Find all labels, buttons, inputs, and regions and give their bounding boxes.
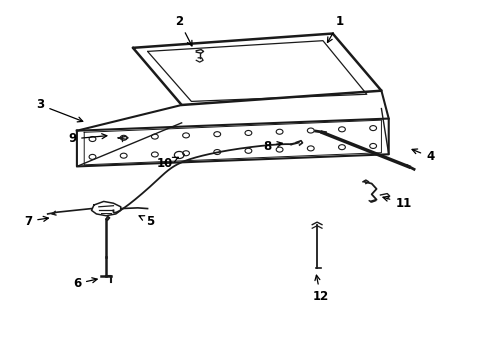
Text: 8: 8 xyxy=(263,140,282,153)
Text: 2: 2 xyxy=(175,14,192,46)
Text: 1: 1 xyxy=(327,14,344,42)
Text: 3: 3 xyxy=(36,99,83,122)
Text: 12: 12 xyxy=(313,275,329,303)
Text: 5: 5 xyxy=(139,215,154,228)
Text: 11: 11 xyxy=(383,196,412,210)
Text: 9: 9 xyxy=(68,132,107,145)
Text: 4: 4 xyxy=(412,149,434,163)
Text: 7: 7 xyxy=(24,215,49,228)
Text: 10: 10 xyxy=(156,157,178,170)
Text: 6: 6 xyxy=(73,277,97,290)
